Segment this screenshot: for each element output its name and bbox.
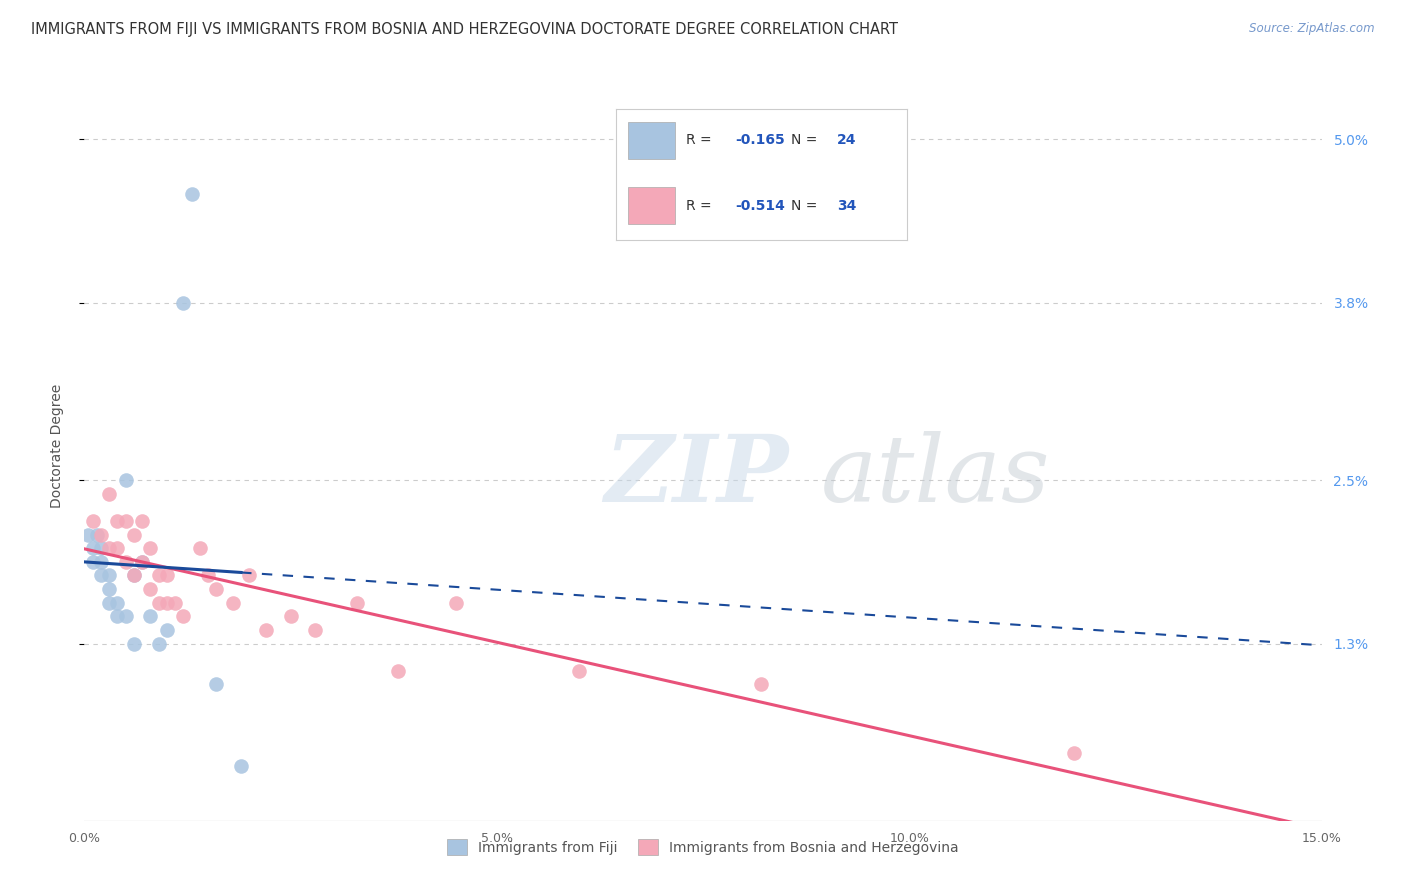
Point [105,514,128,528]
Point [197,568,219,582]
Legend: Immigrants from Fiji, Immigrants from Bosnia and Herzegovina: Immigrants from Fiji, Immigrants from Bo… [440,832,966,863]
Point [205,677,228,691]
Point [122,527,145,541]
Point [229,759,252,773]
Point [114,514,136,528]
Point [148,636,170,650]
Point [105,596,128,610]
Point [156,596,179,610]
Point [114,555,136,569]
Text: ZIP: ZIP [605,431,789,521]
Point [180,186,202,201]
Point [172,296,194,310]
Point [205,582,228,596]
Point [90,568,112,582]
Point [98,568,121,582]
Point [114,609,136,624]
Point [139,582,162,596]
Point [172,609,194,624]
Point [280,609,302,624]
Point [98,486,121,500]
Text: Source: ZipAtlas.com: Source: ZipAtlas.com [1250,22,1375,36]
Point [90,555,112,569]
Point [346,596,368,610]
Point [568,664,591,678]
Point [165,596,187,610]
Point [131,514,153,528]
Point [1063,746,1085,760]
Text: atlas: atlas [821,431,1050,521]
Point [90,527,112,541]
Point [156,623,179,637]
Point [122,636,145,650]
Point [131,555,153,569]
Point [188,541,211,556]
Point [90,541,112,556]
Point [82,514,104,528]
Point [105,541,128,556]
Point [122,568,145,582]
Point [122,568,145,582]
Point [131,555,153,569]
Point [105,609,128,624]
Point [238,568,260,582]
Text: IMMIGRANTS FROM FIJI VS IMMIGRANTS FROM BOSNIA AND HERZEGOVINA DOCTORATE DEGREE : IMMIGRANTS FROM FIJI VS IMMIGRANTS FROM … [31,22,898,37]
Point [148,596,170,610]
Point [148,568,170,582]
Point [98,596,121,610]
Point [222,596,245,610]
Point [156,568,179,582]
Point [749,677,772,691]
Point [82,555,104,569]
Point [444,596,467,610]
Point [254,623,277,637]
Point [77,527,100,541]
Point [86,527,108,541]
Point [82,541,104,556]
Point [387,664,409,678]
Y-axis label: Doctorate Degree: Doctorate Degree [49,384,63,508]
Point [98,541,121,556]
Point [114,473,136,487]
Point [139,541,162,556]
Point [139,609,162,624]
Point [304,623,326,637]
Point [98,582,121,596]
